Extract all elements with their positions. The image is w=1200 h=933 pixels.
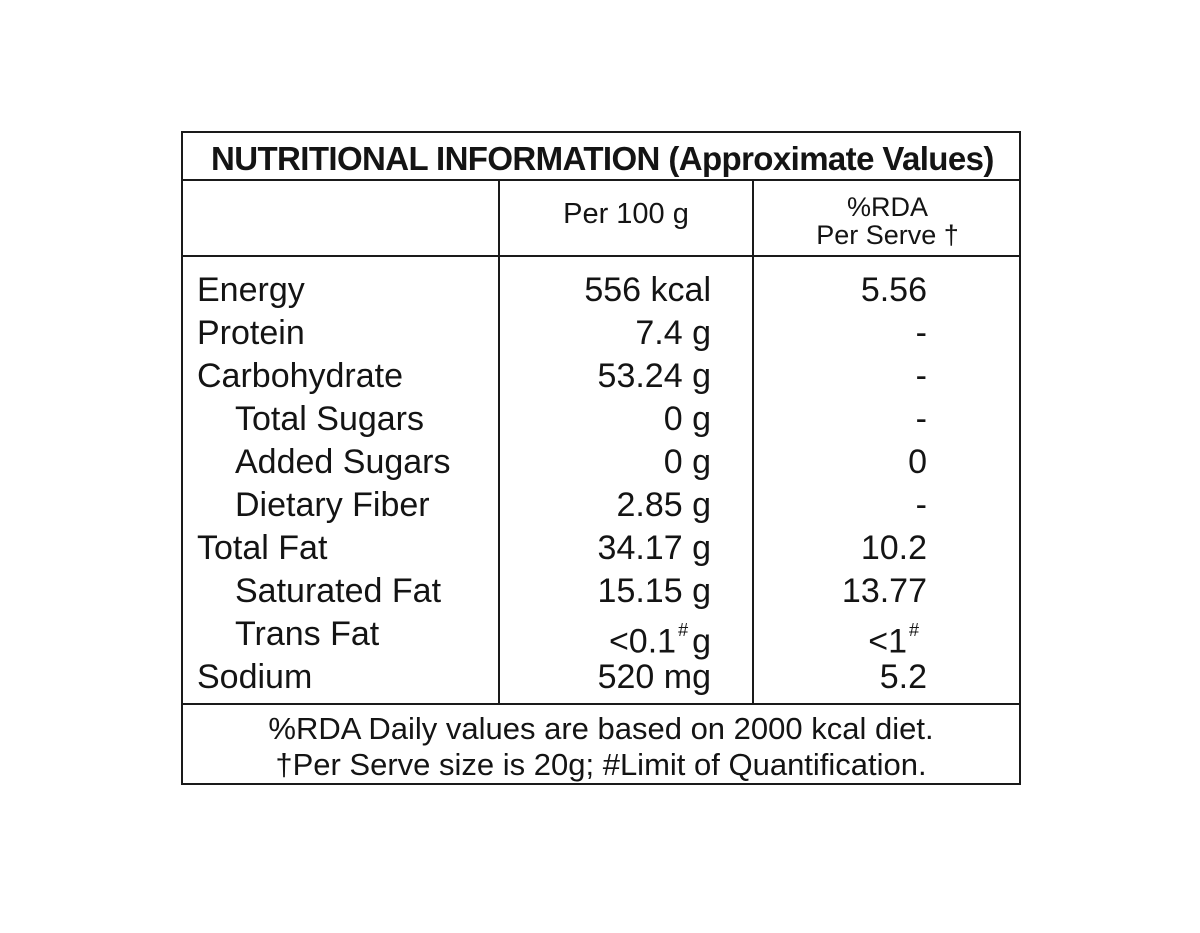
nutrient-rows: Energy 556 kcal 5.56 Protein 7.4 g - Car…	[183, 257, 1019, 705]
header-rda-line1: %RDA	[846, 192, 928, 222]
nutrient-value: 520 mg	[597, 658, 711, 696]
title-row: NUTRITIONAL INFORMATION (Approximate Val…	[183, 133, 1019, 181]
nutrient-name: Energy	[197, 271, 305, 309]
nutrient-rda: -	[915, 400, 927, 438]
column-divider-2	[752, 181, 754, 705]
nutrient-rda: 13.77	[841, 572, 927, 610]
nutrient-value: 34.17 g	[597, 529, 711, 567]
nutrient-rda: 5.2	[879, 658, 927, 696]
trans-fat-rda-main: <1	[868, 622, 907, 661]
nutrient-row-energy: Energy 556 kcal 5.56	[183, 269, 1019, 312]
label-title: NUTRITIONAL INFORMATION (Approximate Val…	[211, 140, 994, 177]
header-per-100g: Per 100 g	[563, 198, 689, 230]
nutrient-rda: 5.56	[860, 271, 927, 309]
nutrient-value: 2.85 g	[616, 486, 711, 524]
nutrient-name: Trans Fat	[235, 615, 380, 653]
trans-fat-rda-loq-mark: #	[908, 620, 919, 640]
nutrient-rda: -	[915, 486, 927, 524]
nutrient-value: 0 g	[663, 443, 711, 481]
nutrient-name: Added Sugars	[235, 443, 451, 481]
nutrient-value: 556 kcal	[584, 271, 711, 309]
nutrient-value: 0 g	[663, 400, 711, 438]
nutrient-rda: <1 #	[868, 613, 919, 663]
trans-fat-value-unit: g	[692, 622, 711, 661]
nutrient-value: 53.24 g	[597, 357, 711, 395]
trans-fat-value-main: <0.1	[608, 622, 677, 661]
nutrient-row-total-sugars: Total Sugars 0 g -	[183, 398, 1019, 441]
nutrient-name: Total Fat	[197, 529, 328, 567]
header-rda-per-serve: %RDA Per Serve †	[754, 193, 1021, 249]
nutrient-value: 7.4 g	[635, 314, 711, 352]
nutrient-name: Sodium	[197, 658, 313, 696]
nutrient-value: 15.15 g	[597, 572, 711, 610]
nutrient-row-sodium: Sodium 520 mg 5.2	[183, 656, 1019, 699]
nutrient-row-trans-fat: Trans Fat <0.1 # g <1 #	[183, 613, 1019, 660]
nutrient-row-added-sugars: Added Sugars 0 g 0	[183, 441, 1019, 484]
footnote-rda: %RDA Daily values are based on 2000 kcal…	[268, 711, 934, 746]
nutrient-row-carbohydrate: Carbohydrate 53.24 g -	[183, 355, 1019, 398]
nutrient-name: Carbohydrate	[197, 357, 404, 395]
nutrient-rda: -	[915, 357, 927, 395]
nutrient-row-total-fat: Total Fat 34.17 g 10.2	[183, 527, 1019, 570]
nutrient-row-saturated-fat: Saturated Fat 15.15 g 13.77	[183, 570, 1019, 613]
nutrition-label: NUTRITIONAL INFORMATION (Approximate Val…	[181, 131, 1021, 785]
nutrient-row-dietary-fiber: Dietary Fiber 2.85 g -	[183, 484, 1019, 527]
nutrient-rda: 10.2	[860, 529, 927, 567]
trans-fat-value-loq-mark: #	[678, 620, 689, 640]
nutrient-rda: -	[915, 314, 927, 352]
nutrient-value: <0.1 # g	[609, 613, 711, 663]
footnote-serve-size: †Per Serve size is 20g; #Limit of Quanti…	[275, 747, 927, 782]
nutrient-row-protein: Protein 7.4 g -	[183, 312, 1019, 355]
column-header-row: Per 100 g %RDA Per Serve †	[183, 181, 1019, 257]
nutrient-name: Protein	[197, 314, 305, 352]
nutrient-name: Dietary Fiber	[235, 486, 430, 524]
nutrient-name: Total Sugars	[235, 400, 424, 438]
header-rda-line2: Per Serve †	[816, 220, 959, 250]
nutrient-name: Saturated Fat	[235, 572, 442, 610]
column-divider-1	[498, 181, 500, 705]
nutrient-rda: 0	[908, 443, 927, 481]
label-footnotes: %RDA Daily values are based on 2000 kcal…	[183, 705, 1019, 785]
